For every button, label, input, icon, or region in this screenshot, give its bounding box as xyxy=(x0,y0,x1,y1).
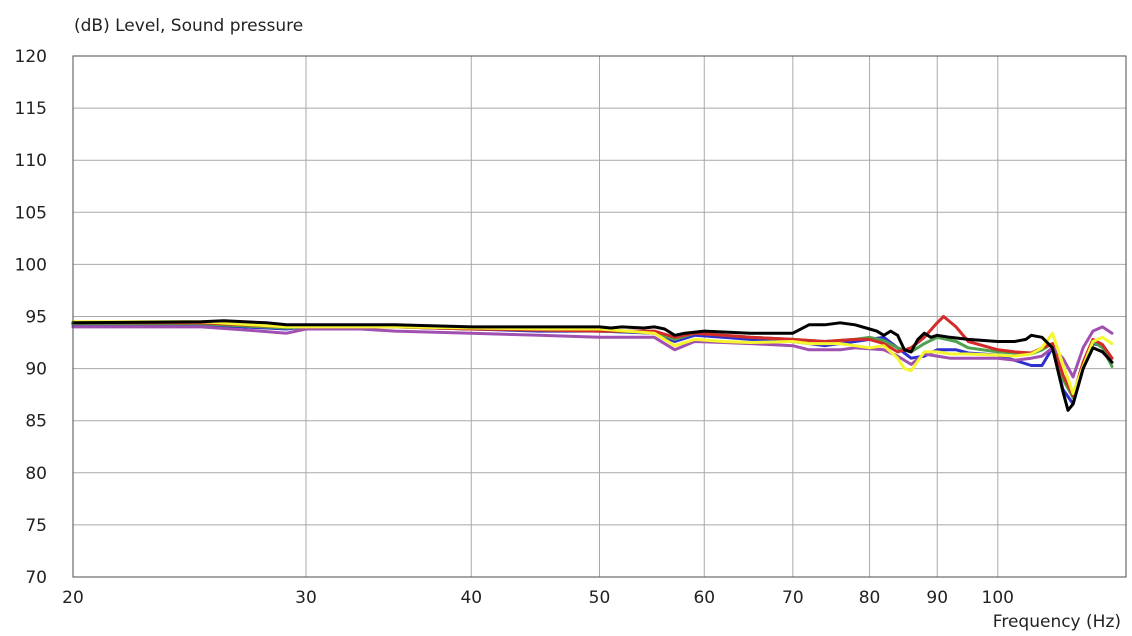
grid-lines xyxy=(73,56,1126,577)
series-lines xyxy=(71,315,1114,412)
y-tick-label-6: 100 xyxy=(15,255,47,275)
x-tick-label-2: 40 xyxy=(460,588,482,608)
x-tick-label-0: 20 xyxy=(62,588,84,608)
x-tick-label-6: 80 xyxy=(859,588,881,608)
x-tick-label-1: 30 xyxy=(295,588,317,608)
x-tick-labels: 20 30 40 50 60 70 80 90 100 xyxy=(62,588,1014,608)
series-line-4 xyxy=(71,320,1114,396)
x-axis-title: Frequency (Hz) xyxy=(993,612,1121,632)
y-tick-label-2: 80 xyxy=(25,464,47,484)
y-tick-label-1: 75 xyxy=(25,516,47,536)
x-tick-label-3: 50 xyxy=(589,588,611,608)
y-tick-label-10: 120 xyxy=(15,47,47,67)
series-line-5 xyxy=(71,319,1114,412)
y-tick-label-4: 90 xyxy=(25,360,47,380)
x-tick-label-7: 90 xyxy=(926,588,948,608)
y-tick-label-0: 70 xyxy=(25,568,47,588)
plot-area-frame xyxy=(72,55,1127,578)
y-tick-label-8: 110 xyxy=(15,151,47,171)
y-tick-label-9: 115 xyxy=(15,99,47,119)
y-tick-label-3: 85 xyxy=(25,412,47,432)
y-tick-label-5: 95 xyxy=(25,308,47,328)
x-tick-label-4: 60 xyxy=(693,588,715,608)
y-axis-title: (dB) Level, Sound pressure xyxy=(74,16,303,36)
y-tick-labels: 70 75 80 85 90 95 100 105 110 115 120 xyxy=(15,47,47,588)
x-tick-label-8: 100 xyxy=(982,588,1014,608)
x-tick-label-5: 70 xyxy=(782,588,804,608)
y-tick-label-7: 105 xyxy=(15,203,47,223)
